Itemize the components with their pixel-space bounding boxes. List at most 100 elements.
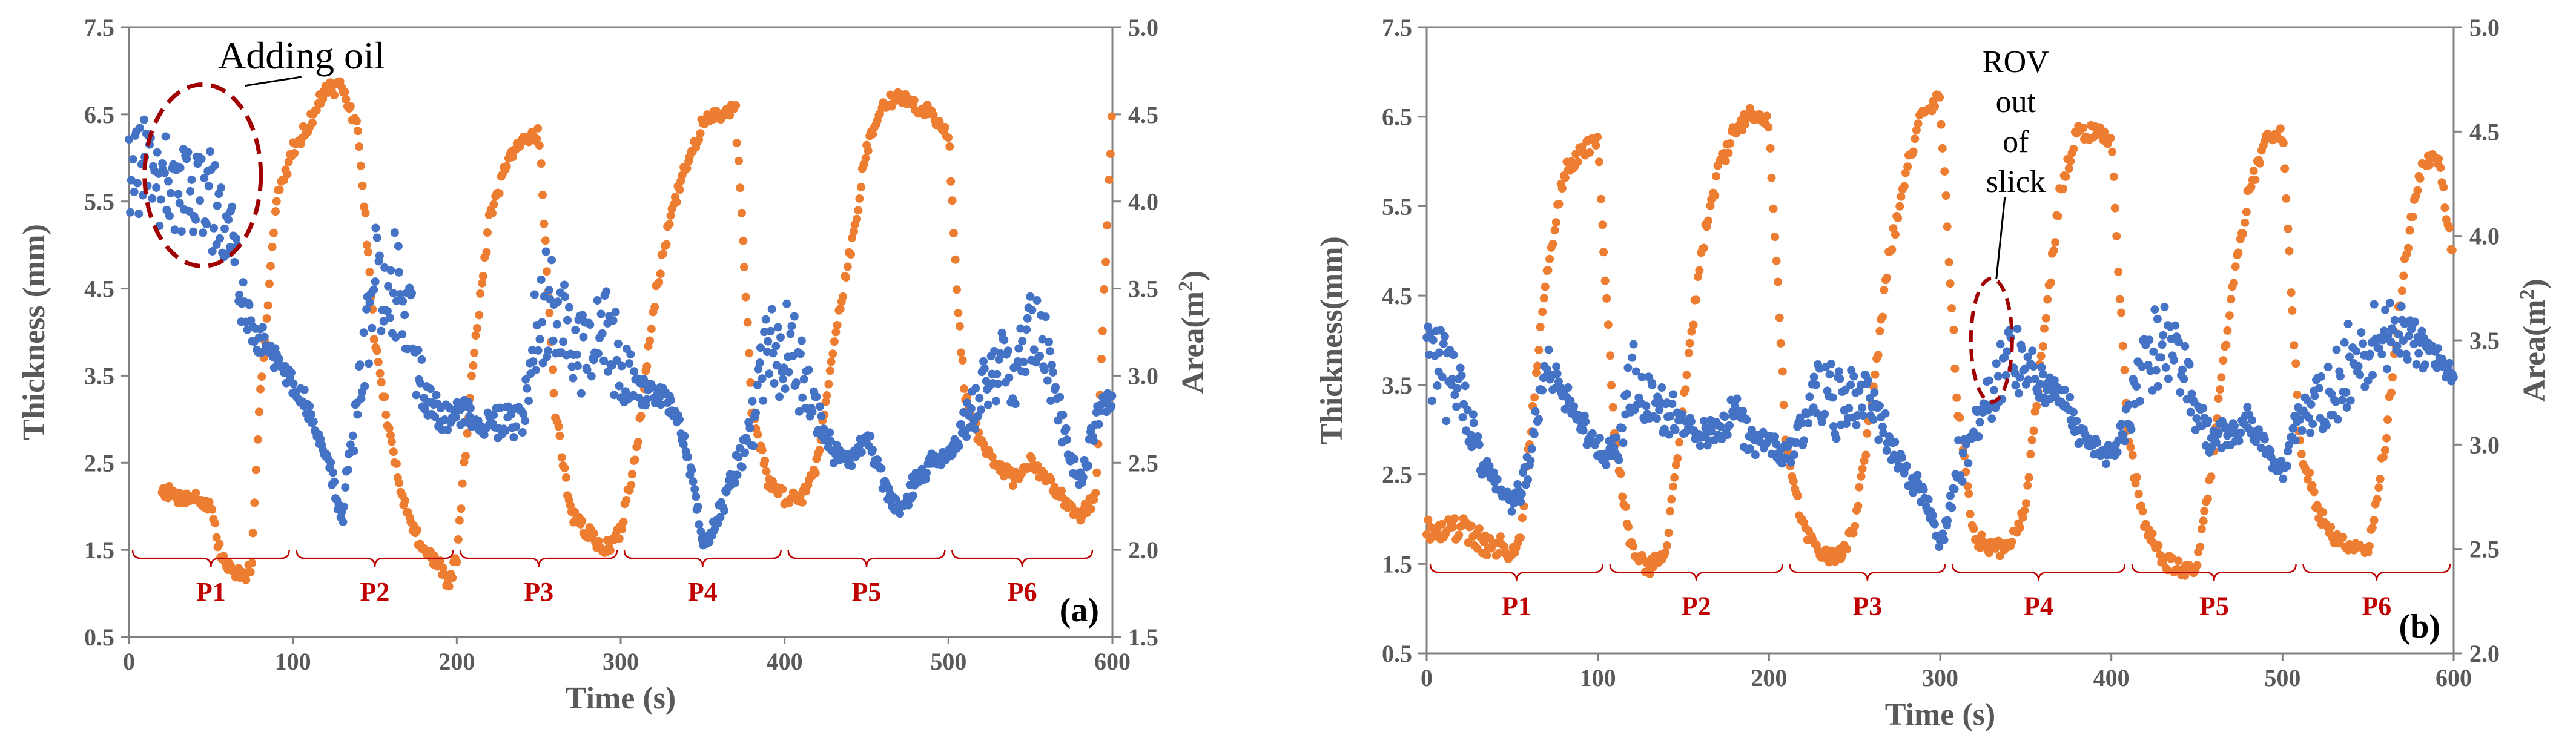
area-point: [578, 516, 587, 526]
thickness-point: [1852, 421, 1861, 430]
thickness-point: [225, 243, 234, 252]
thickness-point: [2001, 371, 2010, 380]
thickness-point: [398, 297, 408, 306]
thickness-point: [1974, 432, 1983, 441]
thickness-point: [466, 404, 475, 413]
thickness-point: [675, 415, 684, 424]
area-point: [330, 91, 339, 100]
area-point: [448, 573, 457, 582]
thickness-point: [1825, 370, 1834, 379]
area-point: [1775, 313, 1784, 322]
thickness-point: [1835, 374, 1844, 383]
thickness-point: [1869, 415, 1878, 424]
area-point: [958, 355, 967, 365]
thickness-point: [200, 174, 209, 183]
thickness-point: [2015, 373, 2024, 382]
thickness-point: [2161, 363, 2170, 372]
area-point: [675, 185, 684, 194]
area-point: [606, 546, 615, 555]
thickness-point: [1628, 353, 1637, 362]
area-point: [1448, 523, 1457, 532]
thickness-point: [1439, 339, 1448, 348]
area-point: [482, 248, 491, 257]
thickness-point: [160, 168, 169, 177]
area-point: [1766, 144, 1775, 153]
area-point: [1670, 473, 1679, 482]
area-point: [478, 271, 487, 280]
thickness-point: [371, 223, 380, 233]
thickness-point: [535, 335, 544, 344]
area-point: [467, 371, 476, 380]
area-point: [312, 106, 321, 115]
area-point: [439, 564, 448, 573]
thickness-point: [2297, 426, 2307, 435]
thickness-point: [2382, 365, 2391, 374]
area-point: [960, 384, 969, 393]
area-point: [2380, 446, 2389, 455]
rov-label-line: of: [2003, 125, 2029, 159]
area-point: [1887, 245, 1897, 254]
thickness-point: [2337, 395, 2346, 404]
thickness-point: [2192, 414, 2201, 423]
thickness-point: [2013, 325, 2022, 334]
thickness-point: [760, 328, 769, 337]
thickness-point: [1881, 409, 1890, 418]
area-point: [1629, 542, 1638, 551]
area-point: [478, 279, 487, 288]
area-point: [948, 196, 957, 205]
area-point: [855, 194, 864, 203]
area-point: [1106, 150, 1115, 159]
thickness-point: [596, 309, 606, 318]
period-label: P3: [524, 577, 553, 607]
thickness-point: [1552, 362, 1561, 371]
area-point: [836, 305, 845, 314]
area-point: [666, 211, 675, 220]
area-point: [828, 349, 837, 358]
area-point: [1695, 266, 1704, 275]
area-point: [849, 227, 858, 236]
thickness-point: [443, 425, 452, 434]
area-point: [248, 559, 257, 568]
thickness-point: [489, 411, 498, 420]
area-point: [2285, 246, 2294, 256]
thickness-point: [165, 211, 174, 220]
thickness-point: [560, 280, 569, 289]
thickness-point: [751, 408, 761, 417]
period-label: P2: [1682, 591, 1711, 621]
thickness-point: [2304, 414, 2313, 423]
thickness-point: [300, 385, 309, 394]
area-point: [1966, 510, 1975, 519]
area-point: [1667, 495, 1676, 504]
thickness-point: [245, 300, 254, 309]
thickness-point: [2069, 407, 2078, 417]
thickness-point: [1438, 372, 1447, 381]
thickness-point: [2243, 403, 2252, 412]
y-tick-label: 6.5: [1382, 104, 1412, 131]
thickness-point: [394, 268, 403, 277]
area-point: [389, 447, 398, 457]
thickness-point: [993, 379, 1002, 388]
thickness-point: [1530, 429, 1539, 438]
area-point: [566, 501, 575, 510]
area-point: [2007, 538, 2016, 547]
thickness-point: [521, 375, 530, 384]
y-tick-label: 7.5: [84, 14, 114, 41]
thickness-point: [561, 292, 570, 302]
thickness-point: [1891, 437, 1900, 446]
thickness-point: [521, 417, 530, 426]
thickness-point: [380, 263, 389, 272]
x-tick-label: 500: [2264, 664, 2300, 691]
area-point: [212, 533, 221, 542]
thickness-point: [2149, 347, 2158, 356]
area-point: [2436, 163, 2445, 173]
thickness-point: [1637, 372, 1646, 381]
area-point: [2291, 359, 2300, 368]
area-point: [1467, 521, 1476, 530]
area-point: [2227, 295, 2236, 304]
area-point: [2181, 571, 2190, 580]
area-point: [1597, 194, 1606, 203]
area-point: [2018, 513, 2027, 522]
thickness-point: [826, 437, 835, 446]
thickness-point: [2256, 443, 2265, 452]
area-point: [2416, 174, 2425, 183]
